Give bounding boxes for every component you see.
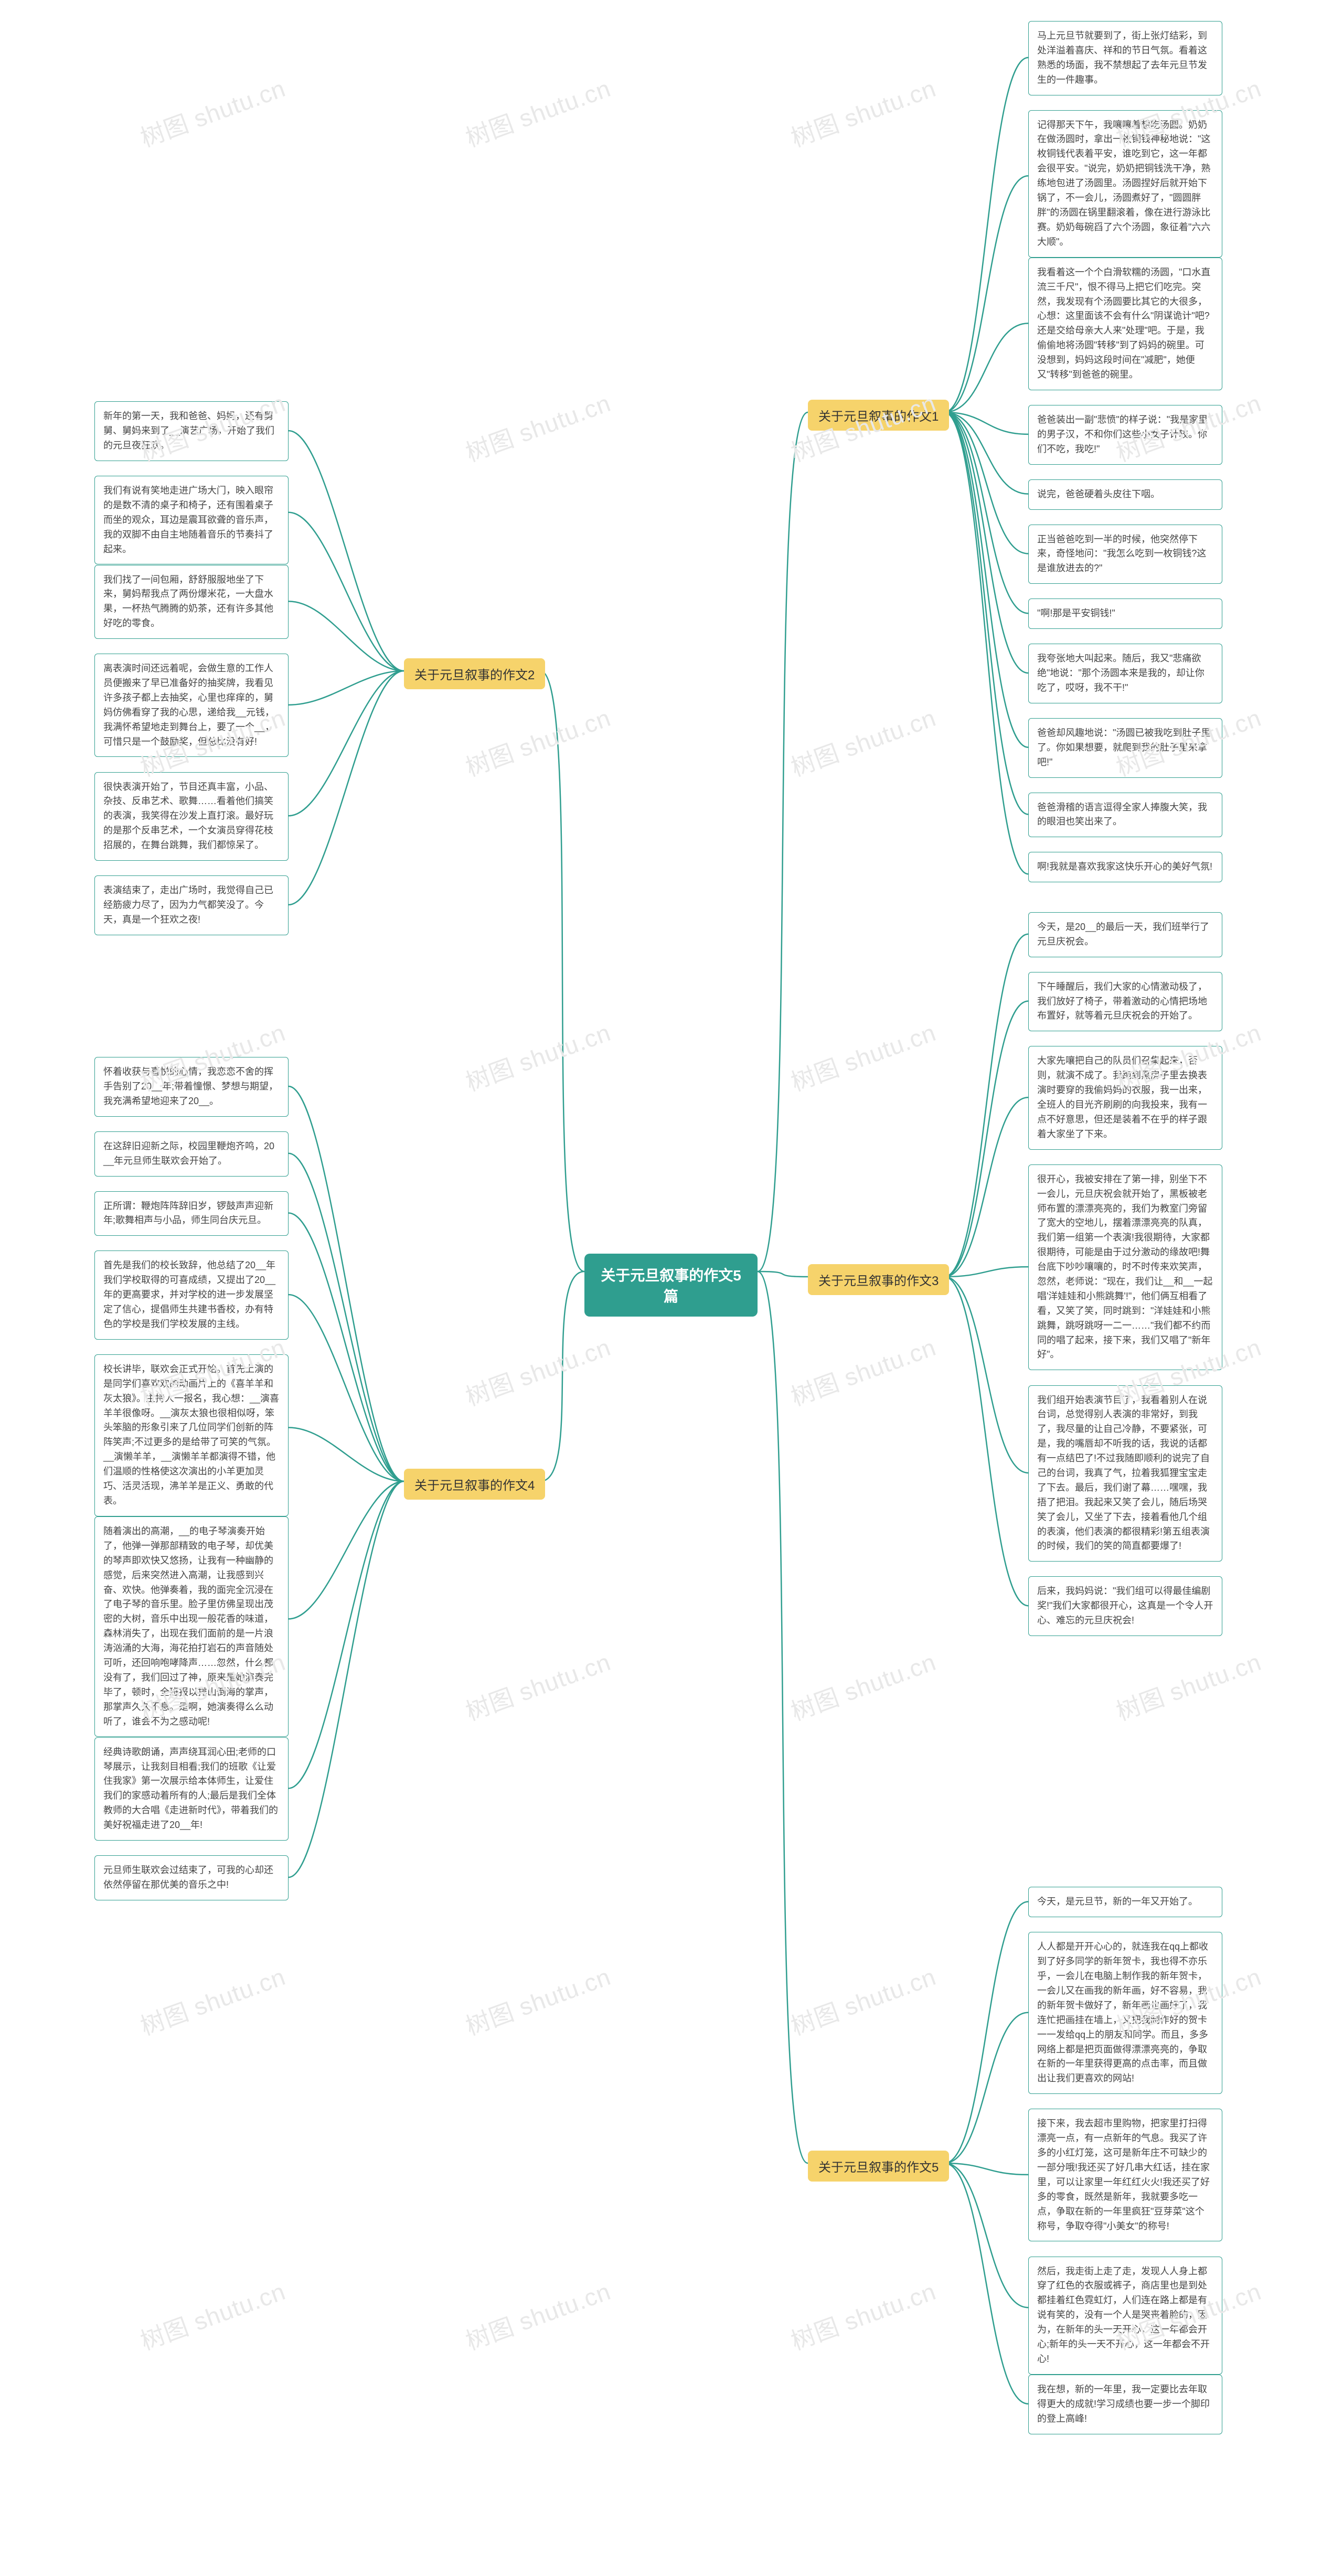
leaf-text: 正当爸爸吃到一半的时候，他突然停下来，奇怪地问："我怎么吃到一枚铜钱?这是谁放进… xyxy=(1028,525,1222,584)
branch-b2: 关于元旦叙事的作文2 xyxy=(404,658,545,689)
leaf-text: 怀着收获与喜悦的心情，我恋恋不舍的挥手告别了20__年;带着憧憬、梦想与期望，我… xyxy=(94,1057,289,1117)
branch-b3: 关于元旦叙事的作文3 xyxy=(808,1264,949,1295)
leaf-text: 在这辞旧迎新之际，校园里鞭炮齐鸣，20__年元旦师生联欢会开始了。 xyxy=(94,1131,289,1177)
watermark: 树图 shutu.cn xyxy=(135,2272,290,2357)
watermark: 树图 shutu.cn xyxy=(460,2272,615,2357)
watermark: 树图 shutu.cn xyxy=(785,1013,940,1098)
leaf-text: 元旦师生联欢会过结束了，可我的心却还依然停留在那优美的音乐之中! xyxy=(94,1855,289,1900)
watermark: 树图 shutu.cn xyxy=(785,1643,940,1727)
leaf-text: 马上元旦节就要到了，街上张灯结彩，到处洋溢着喜庆、祥和的节日气氛。看着这熟悉的场… xyxy=(1028,21,1222,95)
branch-b5: 关于元旦叙事的作文5 xyxy=(808,2151,949,2182)
leaf-text: 我夸张地大叫起来。随后，我又"悲痛欲绝"地说："那个汤圆本来是我的，却让你吃了，… xyxy=(1028,644,1222,703)
watermark: 树图 shutu.cn xyxy=(785,699,940,783)
watermark: 树图 shutu.cn xyxy=(460,1013,615,1098)
leaf-text: 今天，是元旦节，新的一年又开始了。 xyxy=(1028,1887,1222,1917)
watermark: 树图 shutu.cn xyxy=(460,1643,615,1727)
watermark: 树图 shutu.cn xyxy=(785,2272,940,2357)
leaf-text: 爸爸却风趣地说："汤圆已被我吃到肚子里了。你如果想要，就爬到我的肚子里来拿吧!" xyxy=(1028,718,1222,778)
leaf-text: 爸爸滑稽的语言逗得全家人捧腹大笑，我的眼泪也笑出来了。 xyxy=(1028,793,1222,838)
leaf-text: 我看着这一个个白滑软糯的汤圆，"口水直流三千尺"，恨不得马上把它们吃完。突然，我… xyxy=(1028,258,1222,390)
watermark: 树图 shutu.cn xyxy=(460,1328,615,1413)
leaf-text: 随着演出的高潮，__的电子琴演奏开始了，他弹一弹那部精致的电子琴，却优美的琴声即… xyxy=(94,1516,289,1737)
watermark: 树图 shutu.cn xyxy=(460,1958,615,2042)
leaf-text: 首先是我们的校长致辞，他总结了20__年我们学校取得的可喜成绩，又提出了20__… xyxy=(94,1250,289,1339)
watermark: 树图 shutu.cn xyxy=(135,1958,290,2042)
watermark: 树图 shutu.cn xyxy=(135,69,290,154)
leaf-text: 然后，我走街上走了走，发现人人身上都穿了红色的衣服或裤子，商店里也是到处都挂着红… xyxy=(1028,2257,1222,2375)
watermark: 树图 shutu.cn xyxy=(785,69,940,154)
leaf-text: 校长讲毕，联欢会正式开始。首先上演的是同学们喜欢欢的动画片上的《喜羊羊和灰太狼》… xyxy=(94,1354,289,1516)
leaf-text: 新年的第一天，我和爸爸、妈妈，还有舅舅、舅妈来到了__演艺广场，开始了我们的元旦… xyxy=(94,401,289,461)
watermark: 树图 shutu.cn xyxy=(785,1958,940,2042)
leaf-text: 经典诗歌朗诵，声声绕耳润心田;老师的口琴展示，让我刻目相看;我们的班歌《让爱住我… xyxy=(94,1737,289,1841)
watermark: 树图 shutu.cn xyxy=(460,384,615,468)
leaf-text: 下午睡醒后，我们大家的心情激动极了，我们放好了椅子，带着激动的心情把场地布置好，… xyxy=(1028,972,1222,1032)
watermark: 树图 shutu.cn xyxy=(785,1328,940,1413)
branch-b4: 关于元旦叙事的作文4 xyxy=(404,1469,545,1500)
leaf-text: 今天，是20__的最后一天，我们班举行了元旦庆祝会。 xyxy=(1028,912,1222,957)
leaf-text: 离表演时间还远着呢，会做生意的工作人员便搬来了早已准备好的抽奖牌，我看见许多孩子… xyxy=(94,654,289,757)
leaf-text: 记得那天下午，我嚷嚷着想吃汤圆。奶奶在做汤圆时，拿出一枚铜钱神秘地说："这枚铜钱… xyxy=(1028,110,1222,258)
leaf-text: 大家先嚷把自己的队员们召集起来，否则，就演不成了。我跑到黑房子里去换表演时要穿的… xyxy=(1028,1046,1222,1149)
leaf-text: 我们找了一间包厢，舒舒服服地坐了下来，舅妈帮我点了两份爆米花，一大盘水果，一杯热… xyxy=(94,565,289,639)
leaf-text: 我在想，新的一年里，我一定要比去年取得更大的成就!学习成绩也要一步一个脚印的登上… xyxy=(1028,2375,1222,2434)
leaf-text: 说完，爸爸硬着头皮往下咽。 xyxy=(1028,479,1222,510)
leaf-text: 我们有说有笑地走进广场大门，映入眼帘的是数不清的桌子和椅子，还有围着桌子而坐的观… xyxy=(94,476,289,564)
branch-b1: 关于元旦叙事的作文1 xyxy=(808,400,949,431)
leaf-text: 后来，我妈妈说："我们组可以得最佳编剧奖!"我们大家都很开心，这真是一个令人开心… xyxy=(1028,1576,1222,1636)
watermark: 树图 shutu.cn xyxy=(1111,1643,1265,1727)
leaf-text: 很开心，我被安排在了第一排，别坐下不一会儿，元旦庆祝会就开始了，黑板被老师布置的… xyxy=(1028,1164,1222,1371)
leaf-text: 人人都是开开心心的，就连我在qq上都收到了好多同学的新年贺卡，我也得不亦乐乎，一… xyxy=(1028,1932,1222,2094)
leaf-text: 啊!我就是喜欢我家这快乐开心的美好气氛! xyxy=(1028,852,1222,882)
leaf-text: 正所谓：鞭炮阵阵辞旧岁，锣鼓声声迎新年;歌舞相声与小品，师生同台庆元旦。 xyxy=(94,1191,289,1236)
leaf-text: "啊!那是平安铜钱!" xyxy=(1028,598,1222,629)
watermark: 树图 shutu.cn xyxy=(460,699,615,783)
leaf-text: 我们组开始表演节目了，我看着别人在说台词，总觉得别人表演的非常好，到我了，我尽量… xyxy=(1028,1385,1222,1562)
leaf-text: 接下来，我去超市里购物，把家里打扫得漂亮一点，有一点新年的气息。我买了许多的小红… xyxy=(1028,2109,1222,2241)
leaf-text: 表演结束了，走出广场时，我觉得自己已经筋疲力尽了，因为力气都笑没了。今天，真是一… xyxy=(94,875,289,935)
leaf-text: 爸爸装出一副"悲愤"的样子说："我是家里的男子汉，不和你们这些小女子计较。你们不… xyxy=(1028,405,1222,465)
watermark: 树图 shutu.cn xyxy=(460,69,615,154)
leaf-text: 很快表演开始了，节目还真丰富，小品、杂技、反串艺术、歌舞……看着他们搞笑的表演，… xyxy=(94,772,289,861)
center-topic: 关于元旦叙事的作文5篇 xyxy=(584,1254,758,1317)
